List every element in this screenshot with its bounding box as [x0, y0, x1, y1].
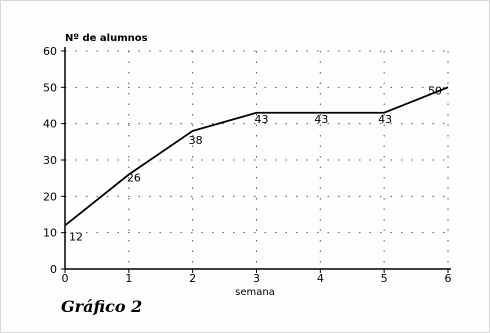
- y-tick-label: 0: [50, 263, 57, 276]
- data-label: 50: [428, 84, 442, 97]
- series-line: [64, 86, 449, 227]
- x-tick-label: 2: [189, 272, 196, 285]
- series-line-path: [64, 86, 449, 227]
- data-label: 38: [189, 134, 203, 147]
- data-label: 43: [314, 113, 328, 126]
- data-label: 43: [378, 113, 392, 126]
- x-tick-label: 5: [381, 272, 388, 285]
- axes: [61, 47, 451, 273]
- y-tick-label: 40: [43, 118, 57, 131]
- y-tick-label: 20: [43, 190, 57, 203]
- x-tick-label: 1: [125, 272, 132, 285]
- y-axis-label: Nº de alumnos: [65, 33, 148, 44]
- figure-caption: Gráfico 2: [61, 297, 143, 316]
- x-tick-label: 4: [317, 272, 324, 285]
- y-tick-label: 30: [43, 154, 57, 167]
- y-tick-label: 10: [43, 227, 57, 240]
- y-tick-label: 60: [43, 45, 57, 58]
- data-label: 26: [127, 172, 141, 185]
- x-tick-label: 3: [253, 272, 260, 285]
- x-axis-label: semana: [235, 287, 275, 298]
- x-tick-label: 6: [445, 272, 452, 285]
- x-tick-label: 0: [62, 272, 69, 285]
- data-label: 43: [255, 113, 269, 126]
- data-labels: 12 26 38 43 43 43 50: [69, 84, 442, 243]
- grid-lines: [65, 50, 449, 269]
- data-label: 12: [69, 230, 83, 243]
- y-tick-label: 50: [43, 81, 57, 94]
